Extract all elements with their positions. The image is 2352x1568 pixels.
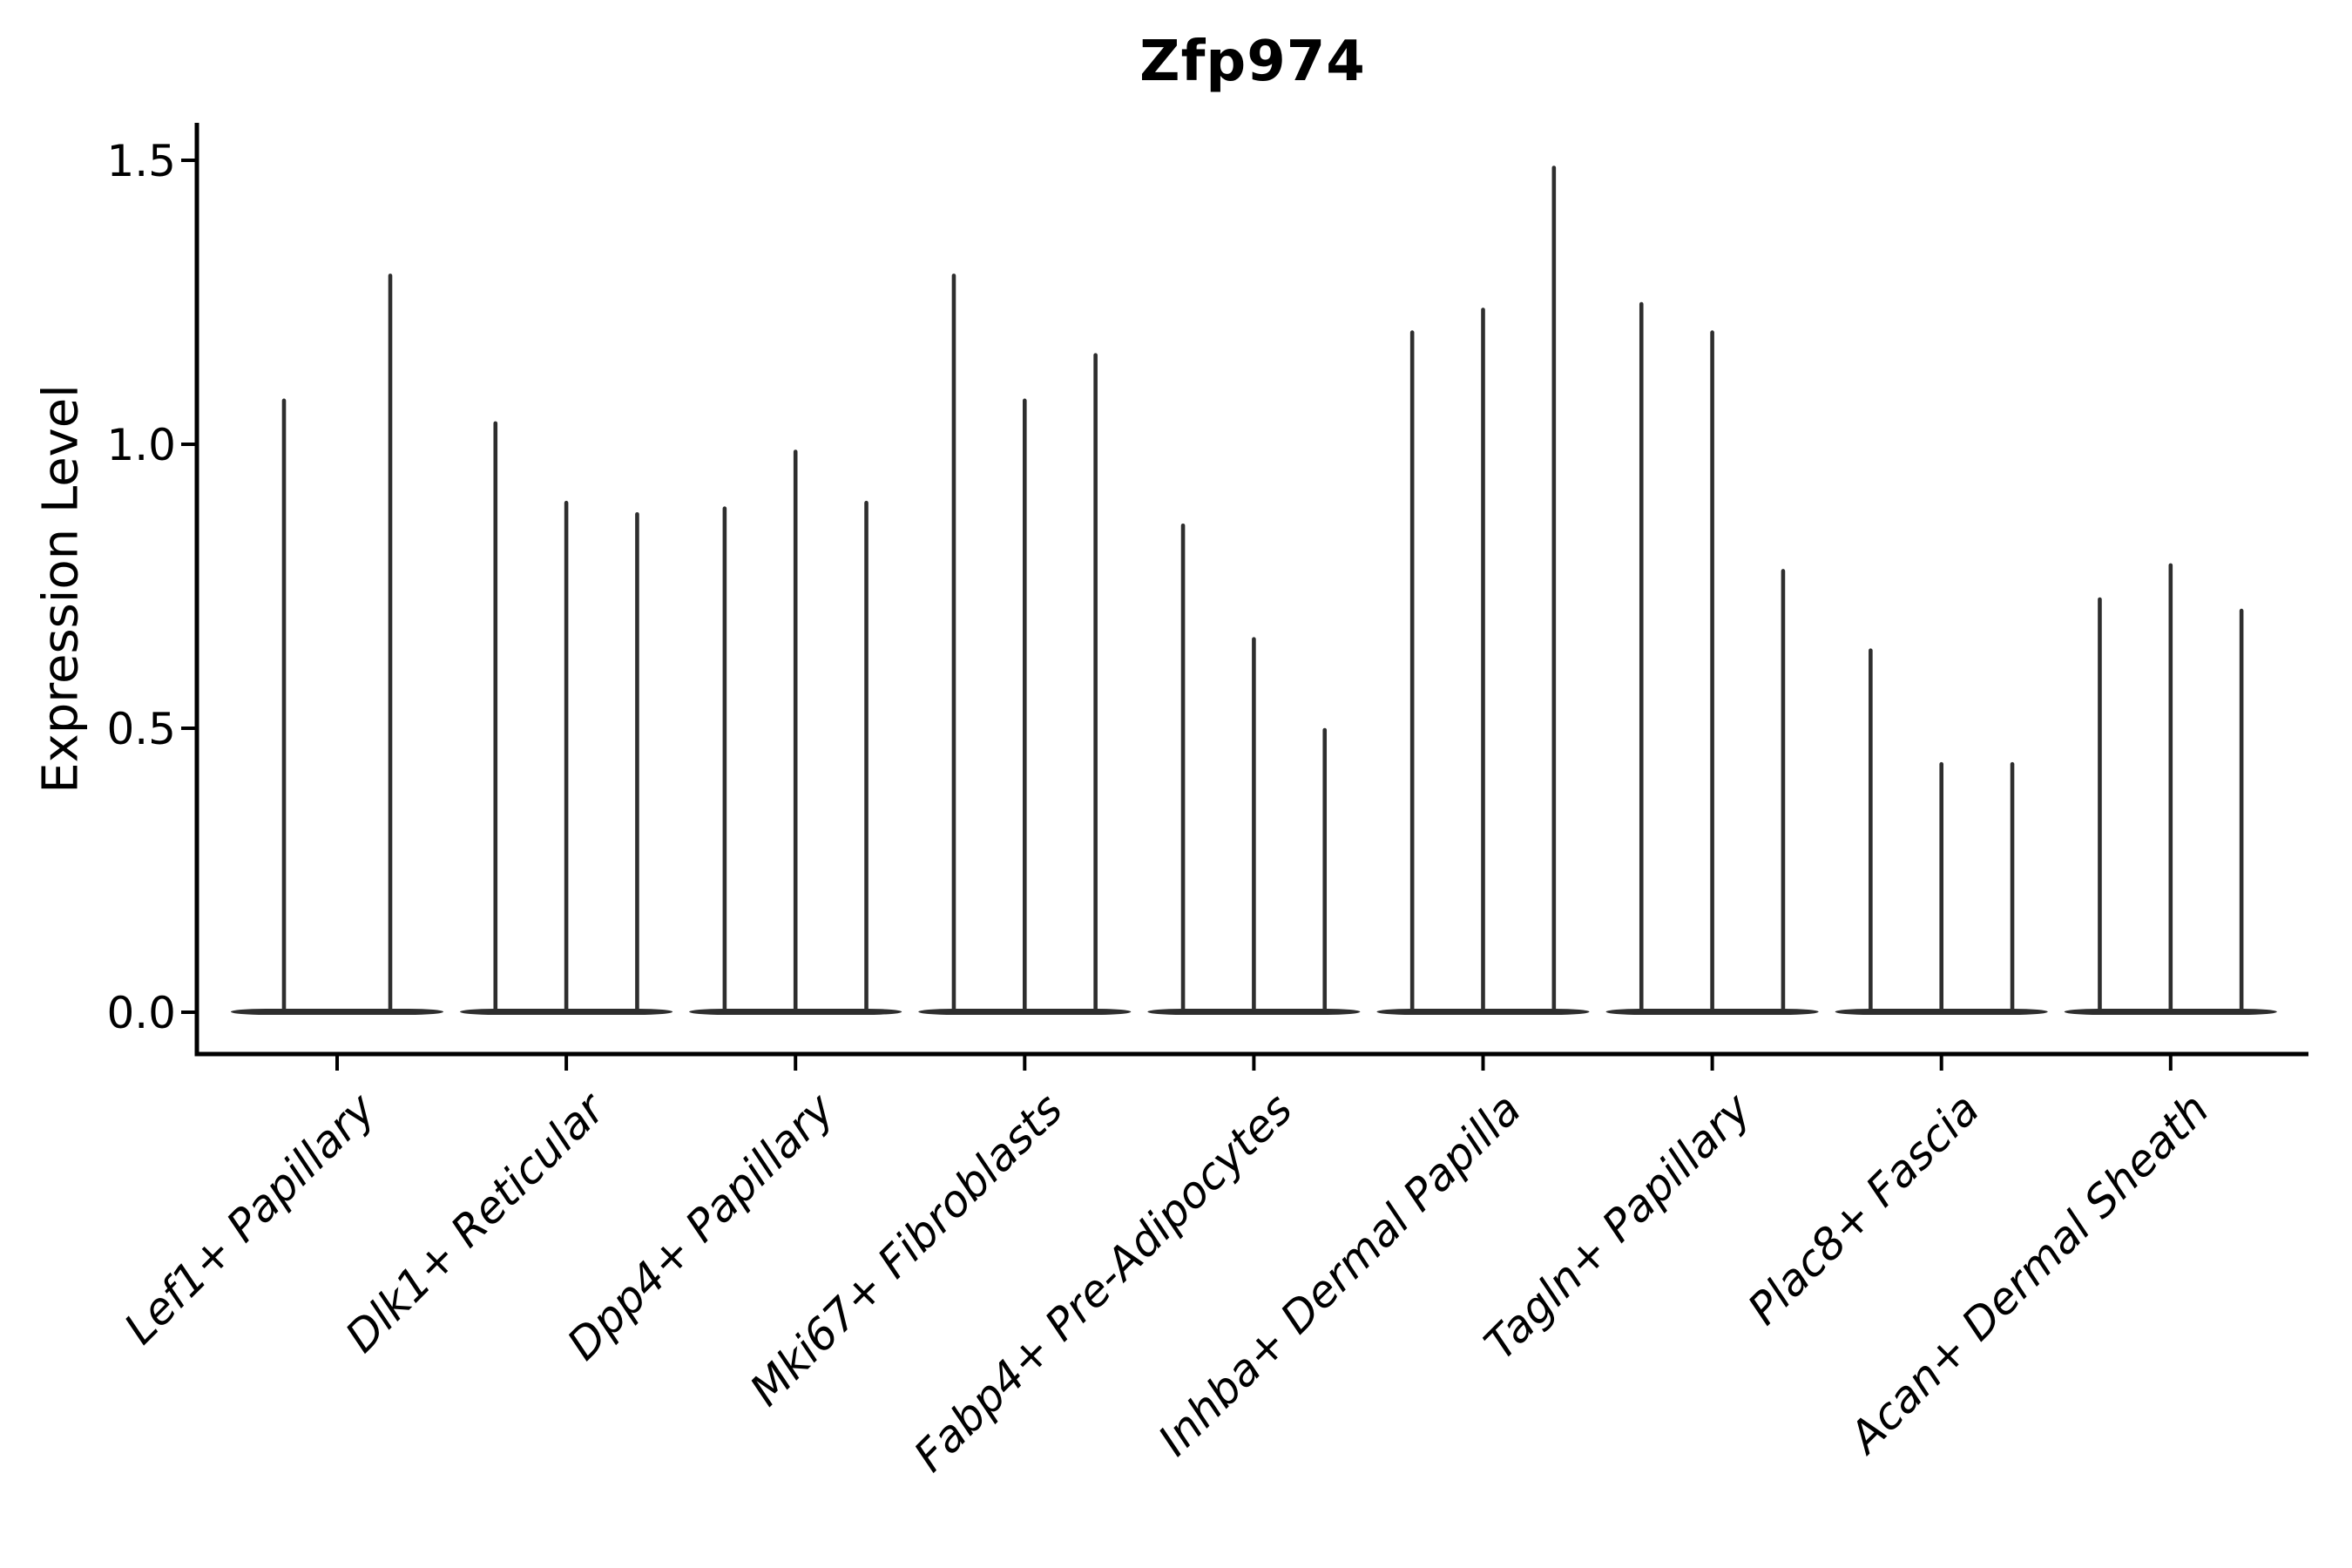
violin-group [1147, 523, 1361, 1015]
y-tick-label: 1.0 [106, 420, 176, 470]
violin-group [2064, 563, 2277, 1015]
y-tick-label: 0.5 [106, 704, 176, 754]
y-tick-label: 1.5 [106, 136, 176, 186]
chart-title: Zfp974 [1139, 30, 1366, 94]
violin-group [689, 449, 902, 1015]
violin-group [1605, 301, 1819, 1015]
violin-group [460, 421, 673, 1015]
violin-baseline [231, 1009, 443, 1015]
violin-group [918, 274, 1132, 1015]
y-tick-label: 0.0 [106, 988, 176, 1038]
violin-group [1835, 648, 2048, 1015]
violin-group [1376, 166, 1590, 1015]
violin-group [231, 274, 443, 1015]
